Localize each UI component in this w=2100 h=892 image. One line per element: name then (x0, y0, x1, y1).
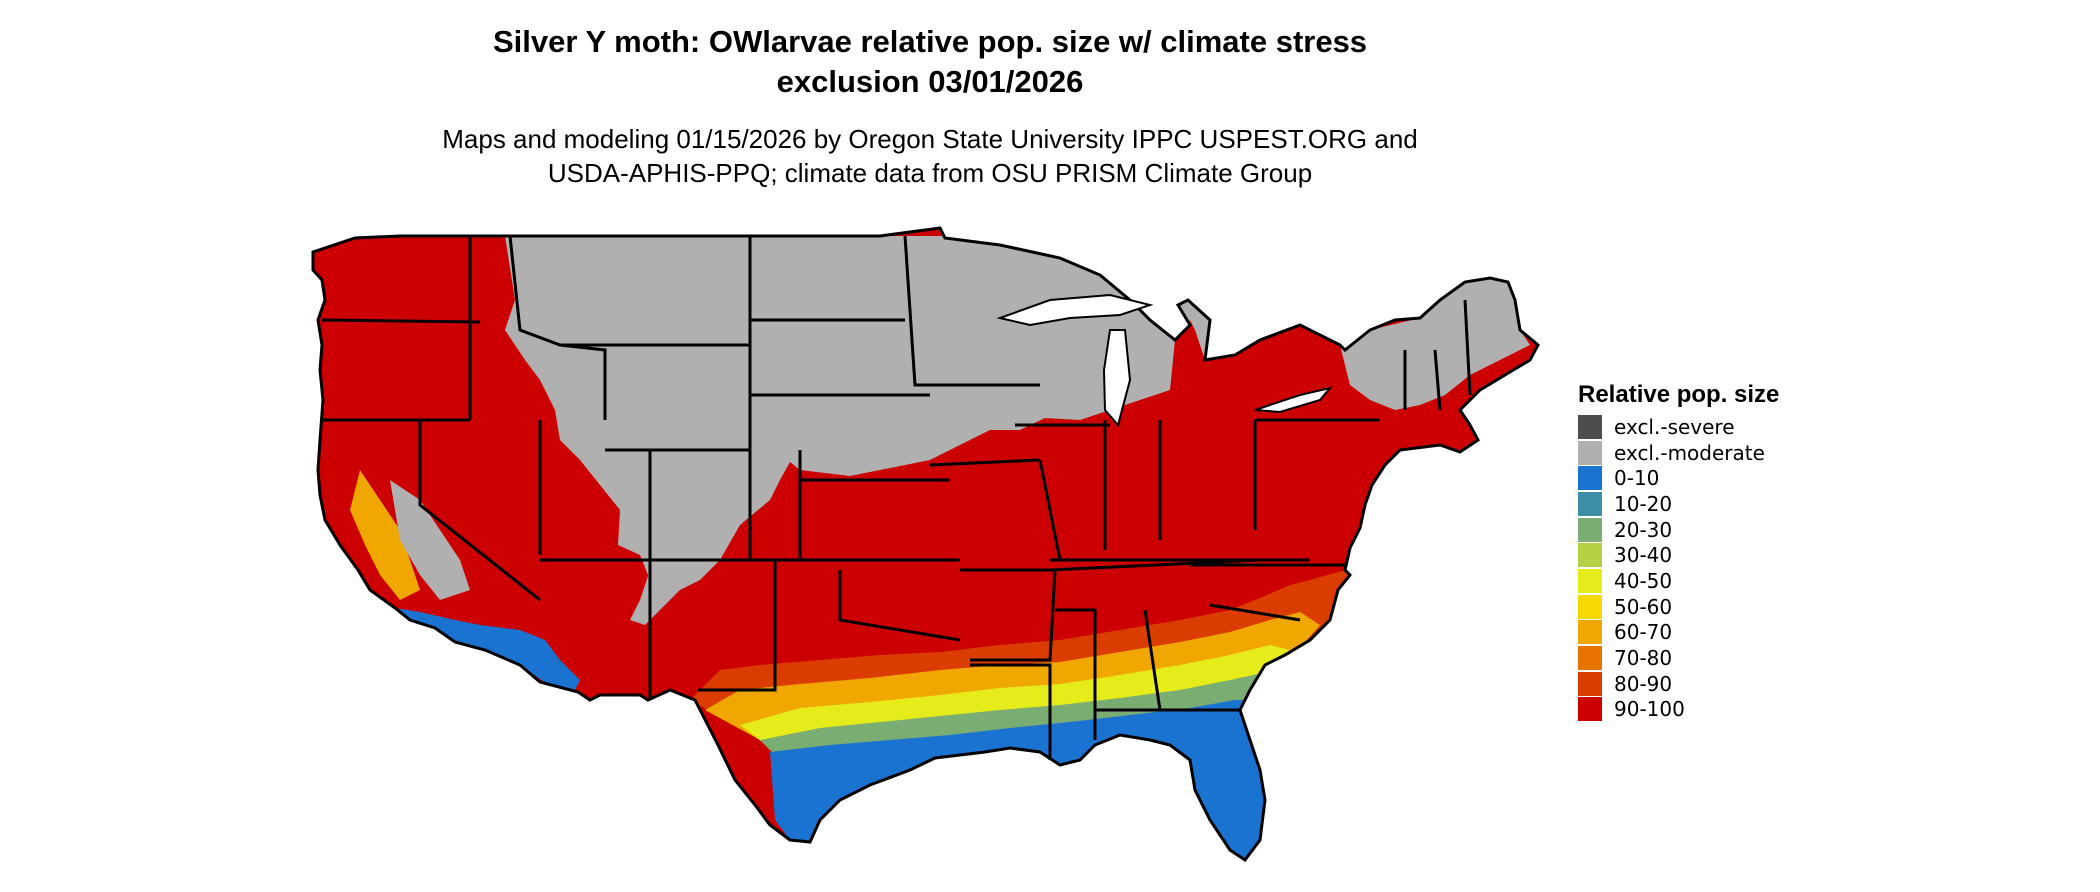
legend-label: 40-50 (1614, 569, 1672, 593)
legend-item: 30-40 (1578, 542, 1779, 568)
legend-label: 20-30 (1614, 518, 1672, 542)
legend-label: 10-20 (1614, 492, 1672, 516)
legend-item: 10-20 (1578, 491, 1779, 517)
legend-label: excl.-moderate (1614, 441, 1765, 465)
legend-item: 60-70 (1578, 620, 1779, 646)
legend-label: 90-100 (1614, 697, 1685, 721)
legend-label: 70-80 (1614, 646, 1672, 670)
legend-item: 50-60 (1578, 594, 1779, 620)
legend-label: 30-40 (1614, 543, 1672, 567)
legend-item: excl.-severe (1578, 414, 1779, 440)
legend-swatch (1578, 595, 1602, 619)
legend-swatch (1578, 646, 1602, 670)
legend-item: excl.-moderate (1578, 440, 1779, 466)
legend-swatch (1578, 672, 1602, 696)
legend-swatch (1578, 415, 1602, 439)
legend-swatch (1578, 543, 1602, 567)
legend-label: excl.-severe (1614, 415, 1735, 439)
legend-item: 90-100 (1578, 697, 1779, 723)
legend-item: 20-30 (1578, 517, 1779, 543)
legend-swatch (1578, 569, 1602, 593)
legend-title: Relative pop. size (1578, 380, 1779, 414)
legend-swatch (1578, 492, 1602, 516)
legend-label: 0-10 (1614, 466, 1659, 490)
legend-swatch (1578, 697, 1602, 721)
legend-swatch (1578, 620, 1602, 644)
legend-item: 80-90 (1578, 671, 1779, 697)
zone-excl-moderate-northeast (1340, 278, 1530, 410)
habitat-raster (300, 220, 1550, 880)
legend-label: 80-90 (1614, 672, 1672, 696)
legend-item: 70-80 (1578, 645, 1779, 671)
legend-label: 50-60 (1614, 595, 1672, 619)
legend-item: 0-10 (1578, 465, 1779, 491)
legend-swatch (1578, 466, 1602, 490)
legend-items: excl.-severe excl.-moderate 0-10 10-20 20-30… (1578, 414, 1779, 722)
legend-swatch (1578, 518, 1602, 542)
border-wa-or (322, 320, 480, 322)
map-legend: Relative pop. size excl.-severe excl.-mod… (1578, 380, 1779, 722)
legend-swatch (1578, 441, 1602, 465)
legend-item: 40-50 (1578, 568, 1779, 594)
legend-label: 60-70 (1614, 620, 1672, 644)
